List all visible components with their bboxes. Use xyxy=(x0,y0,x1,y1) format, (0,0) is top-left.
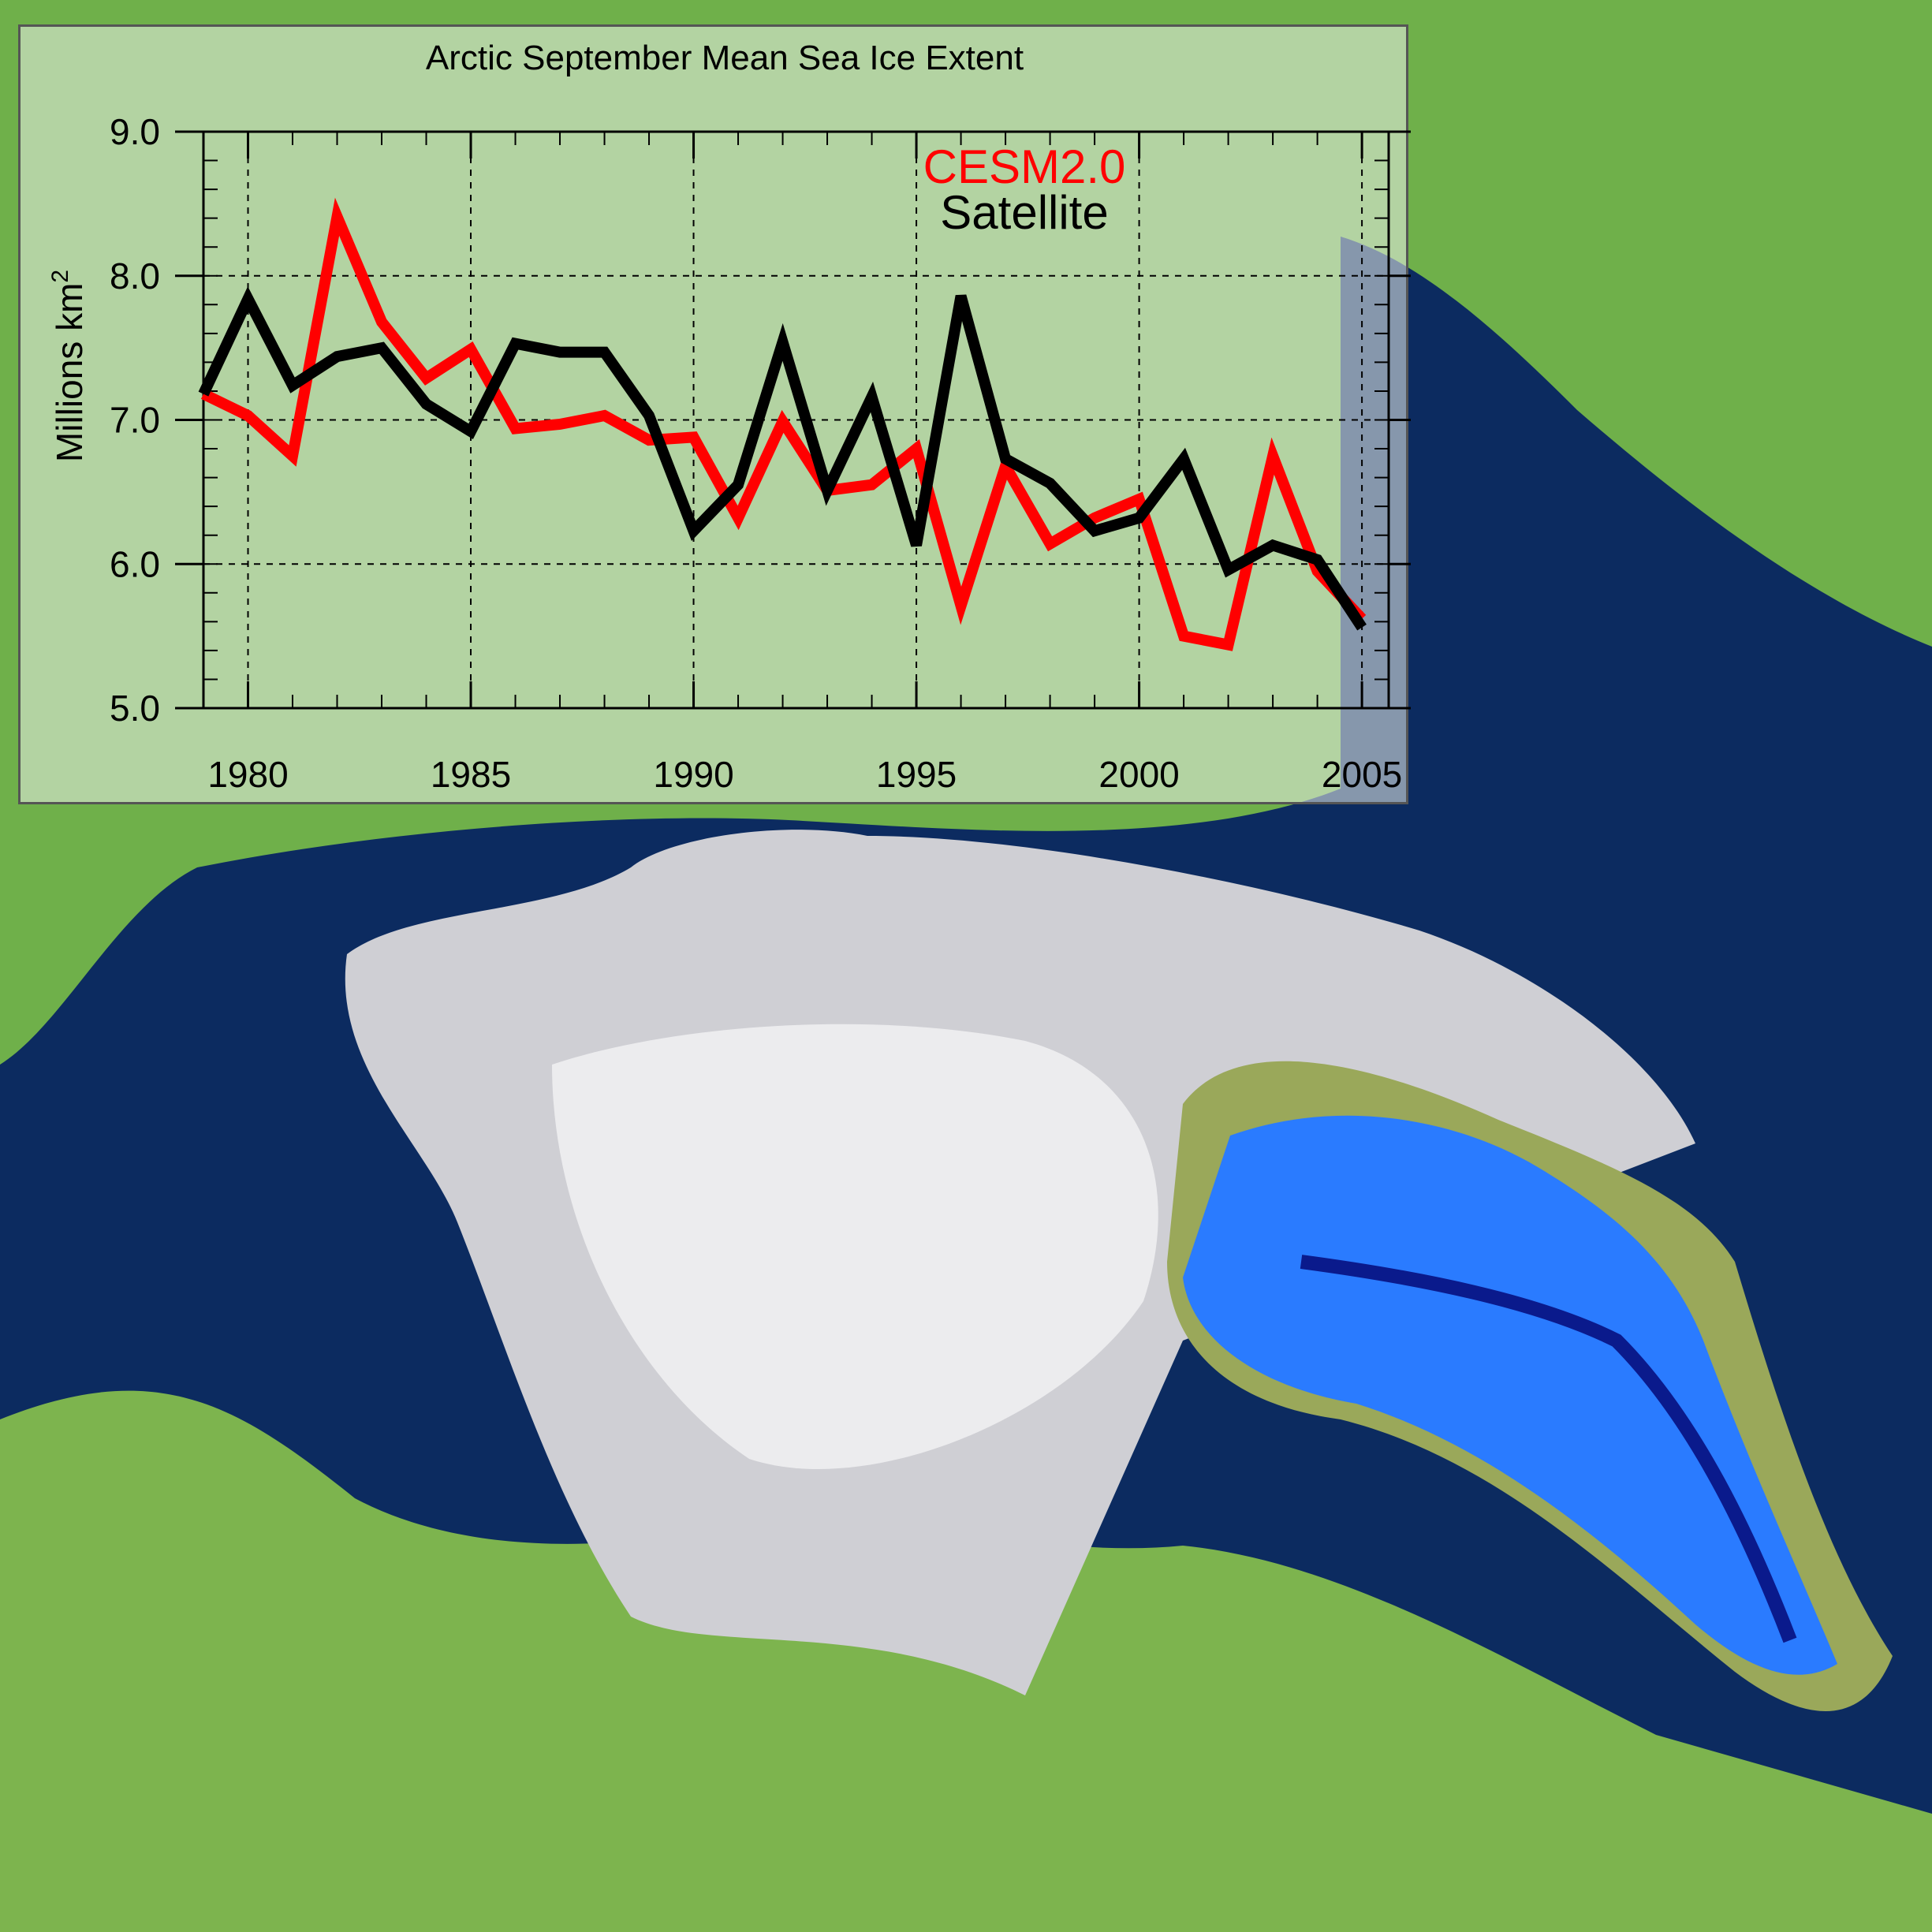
y-tick-label: 5.0 xyxy=(110,688,160,729)
x-tick-label: 1985 xyxy=(431,754,511,795)
y-tick-label: 7.0 xyxy=(110,400,160,441)
legend-satellite: Satellite xyxy=(940,186,1108,239)
plot-frame xyxy=(202,130,1390,710)
y-tick-label: 9.0 xyxy=(110,111,160,152)
series-line-satellite xyxy=(198,286,1367,631)
sea-ice-core xyxy=(552,1024,1158,1470)
series-line-cesm2-0 xyxy=(200,197,1367,651)
greenland-ice-sheet xyxy=(1183,1115,1837,1675)
x-tick-label: 2000 xyxy=(1098,754,1179,795)
greenland-ice-ridge xyxy=(1300,1255,1797,1643)
chart-panel: Arctic September Mean Sea Ice Extent Mil… xyxy=(18,24,1411,804)
y-axis-label-superscript: 2 xyxy=(47,270,73,283)
y-tick-label: 8.0 xyxy=(110,255,160,297)
sea-ice-extent-chart: Arctic September Mean Sea Ice Extent Mil… xyxy=(47,39,1411,795)
x-tick-label: 1990 xyxy=(653,754,733,795)
y-tick-label: 6.0 xyxy=(110,543,160,584)
chart-title: Arctic September Mean Sea Ice Extent xyxy=(426,39,1024,77)
x-tick-label: 1980 xyxy=(207,754,288,795)
y-axis-label: Millions km2 xyxy=(47,270,90,462)
legend-cesm: CESM2.0 xyxy=(923,140,1126,193)
x-tick-label: 2005 xyxy=(1322,754,1402,795)
x-tick-label: 1995 xyxy=(876,754,957,795)
y-axis-label-text: Millions km xyxy=(49,283,90,462)
